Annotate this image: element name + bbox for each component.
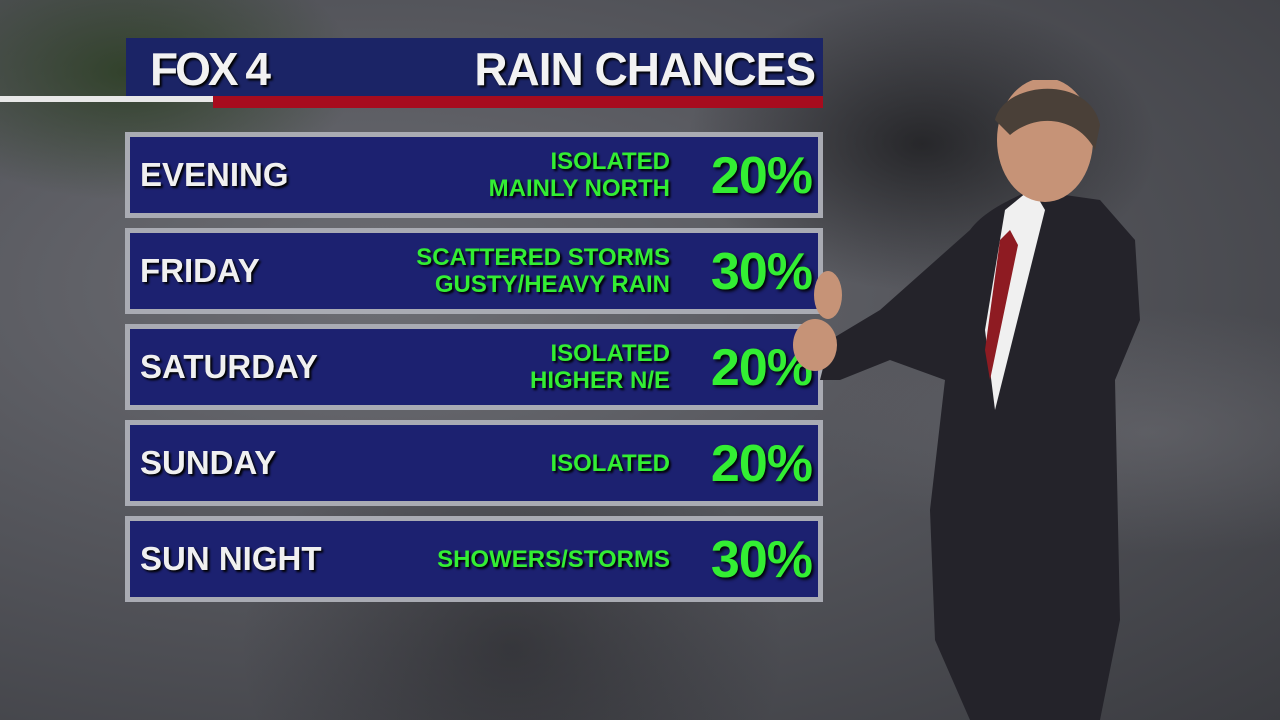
condition-line: SCATTERED STORMS	[416, 244, 670, 271]
graphic-header: FOX 4 RAIN CHANCES	[126, 38, 823, 96]
period-label: SUNDAY	[140, 444, 277, 481]
condition-line: SHOWERS/STORMS	[437, 545, 670, 573]
period-label: SUN NIGHT	[140, 540, 322, 577]
condition-line: MAINLY NORTH	[488, 175, 670, 202]
period-label: FRIDAY	[140, 252, 260, 289]
condition-line: GUSTY/HEAVY RAIN	[434, 271, 670, 298]
presenter	[793, 80, 1140, 720]
period-label: EVENING	[140, 156, 289, 193]
forecast-row: EVENING ISOLATED MAINLY NORTH 20%	[125, 132, 823, 218]
condition-line: HIGHER N/E	[529, 367, 670, 394]
condition-line: ISOLATED	[550, 148, 670, 175]
conditions: ISOLATED	[550, 425, 670, 501]
forecast-row: SUN NIGHT SHOWERS/STORMS 30%	[125, 516, 823, 602]
fox4-logo: FOX 4	[150, 43, 271, 95]
forecast-row: SATURDAY ISOLATED HIGHER N/E 20%	[125, 324, 823, 410]
period-label: SATURDAY	[140, 348, 318, 385]
rain-chance-value: 30%	[710, 243, 813, 301]
rain-chance-value: 20%	[710, 435, 813, 493]
forecast-row: SUNDAY ISOLATED 20%	[125, 420, 823, 506]
condition-line: ISOLATED	[550, 449, 670, 477]
rain-chance-value: 30%	[710, 531, 813, 589]
conditions: SHOWERS/STORMS	[437, 521, 670, 597]
conditions: ISOLATED MAINLY NORTH	[489, 137, 670, 213]
header-white-line	[0, 96, 213, 102]
header-red-bar	[213, 96, 823, 108]
conditions: SCATTERED STORMS GUSTY/HEAVY RAIN	[416, 233, 670, 309]
forecast-row: FRIDAY SCATTERED STORMS GUSTY/HEAVY RAIN 30…	[125, 228, 823, 314]
conditions: ISOLATED HIGHER N/E	[530, 329, 670, 405]
condition-line: ISOLATED	[550, 340, 670, 367]
graphic-title: RAIN CHANCES	[474, 43, 816, 95]
rain-chance-value: 20%	[710, 147, 813, 205]
